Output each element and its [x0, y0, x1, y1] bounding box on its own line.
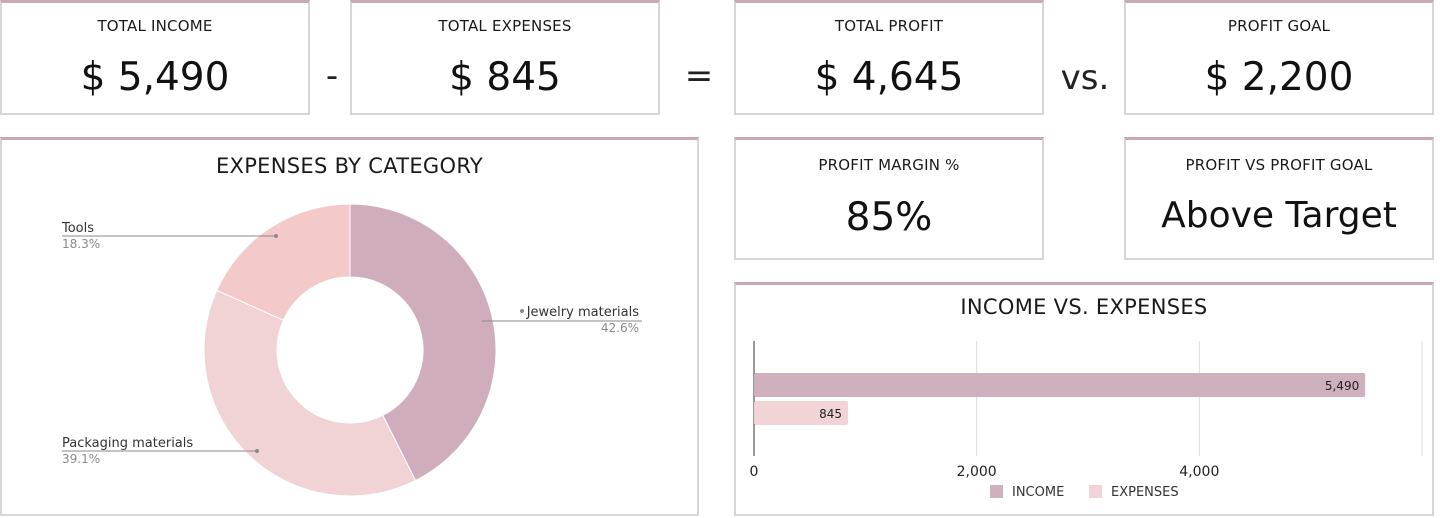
slice-label-packaging-materials: Packaging materials: [62, 436, 193, 451]
profit-vs-goal-value: Above Target: [1161, 195, 1397, 236]
total-income-card: TOTAL INCOME $ 5,490: [0, 0, 310, 115]
slice-percent-packaging-materials: 39.1%: [62, 452, 100, 466]
total-income-label: TOTAL INCOME: [97, 17, 213, 35]
profit-margin-value: 85%: [845, 195, 933, 240]
minus-operator: -: [325, 56, 339, 96]
total-expenses-card: TOTAL EXPENSES $ 845: [350, 0, 660, 115]
profit-margin-label: PROFIT MARGIN %: [818, 156, 960, 174]
total-income-value: $ 5,490: [80, 55, 230, 100]
total-profit-card: TOTAL PROFIT $ 4,645: [734, 0, 1044, 115]
slice-label-jewelry-materials: Jewelry materials: [526, 305, 640, 320]
bar-expenses[interactable]: [754, 401, 849, 425]
versus-operator: vs.: [1060, 58, 1110, 98]
equals-operator: =: [684, 56, 714, 96]
total-profit-value: $ 4,645: [814, 55, 964, 100]
donut-slice-packaging-materials[interactable]: [203, 289, 417, 497]
expenses-by-category-card: EXPENSES BY CATEGORY Jewelry materials 42…: [0, 137, 699, 516]
donut-slice-tools[interactable]: [216, 203, 351, 321]
profit-vs-goal-card: PROFIT VS PROFIT GOAL Above Target: [1124, 137, 1434, 260]
expenses-chart-title: EXPENSES BY CATEGORY: [215, 154, 484, 178]
leader-dot-tools: [274, 234, 278, 238]
profit-goal-card: PROFIT GOAL $ 2,200: [1124, 0, 1434, 115]
slice-label-tools: Tools: [61, 221, 94, 236]
x-tick-label: 4,000: [1179, 464, 1219, 480]
bar-value-income: 5,490: [1325, 379, 1359, 393]
total-expenses-label: TOTAL EXPENSES: [438, 17, 572, 35]
income-vs-expenses-title: INCOME VS. EXPENSES: [960, 295, 1208, 319]
legend-swatch-expenses: [1089, 485, 1102, 498]
x-tick-label: 2,000: [957, 464, 997, 480]
income-vs-expenses-card: INCOME VS. EXPENSES 5,490 845 0 2,000 4,000 I…: [734, 282, 1434, 516]
slice-percent-tools: 18.3%: [62, 237, 100, 251]
profit-goal-value: $ 2,200: [1204, 55, 1354, 100]
leader-dot-packaging-materials: [255, 449, 259, 453]
leader-dot-jewelry-materials: [520, 309, 524, 313]
legend-label-expenses: EXPENSES: [1111, 485, 1179, 500]
total-expenses-value: $ 845: [449, 55, 561, 100]
slice-percent-jewelry-materials: 42.6%: [601, 321, 639, 335]
total-profit-label: TOTAL PROFIT: [834, 17, 944, 35]
profit-goal-label: PROFIT GOAL: [1227, 17, 1331, 35]
income-vs-expenses-chart: 5,490 845 0 2,000 4,000 INCOME EXPENSES: [750, 341, 1423, 500]
profit-vs-goal-label: PROFIT VS PROFIT GOAL: [1185, 156, 1373, 174]
x-tick-label: 0: [750, 464, 759, 480]
legend-swatch-income: [990, 485, 1003, 498]
legend-label-income: INCOME: [1012, 485, 1064, 500]
profit-margin-card: PROFIT MARGIN % 85%: [734, 137, 1044, 260]
bar-value-expenses: 845: [819, 407, 842, 421]
donut-slice-jewelry-materials[interactable]: [349, 203, 497, 482]
bar-income[interactable]: [754, 373, 1366, 397]
